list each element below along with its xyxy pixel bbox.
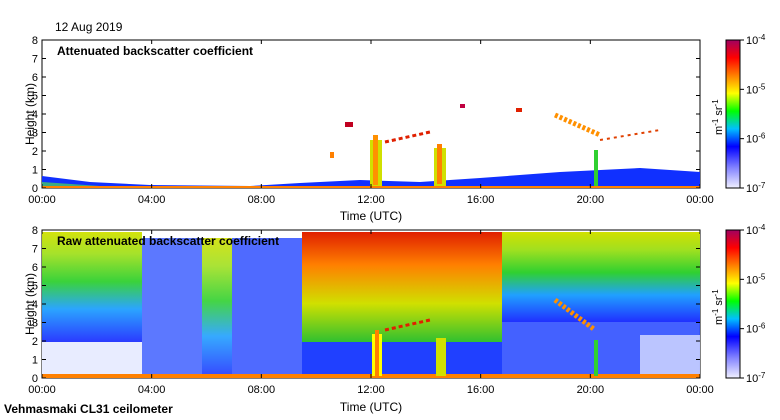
panel-attenuated: Attenuated backscatter coefficient 0 1 2 3 4… xyxy=(23,33,766,223)
y-tick-label: 3 xyxy=(32,318,38,330)
colorbar-tick-label: 10-4 xyxy=(746,33,766,47)
y-tick-label: 8 xyxy=(32,35,38,47)
y-tick-label: 6 xyxy=(32,262,38,274)
colorbar-tick-label: 10-7 xyxy=(746,181,766,195)
y-axis-2: 0 1 2 3 4 5 6 7 8 xyxy=(32,225,700,385)
panel-raw: Raw attenuated backscatter coefficient 0… xyxy=(23,223,766,414)
x-tick-label: 00:00 xyxy=(686,194,714,206)
x-axis-2: 00:00 04:00 08:00 12:00 16:00 20:00 00:00 xyxy=(28,230,714,396)
x-tick-label: 20:00 xyxy=(577,384,605,396)
colorbar-ticks-2: 10-4 10-5 10-6 10-7 xyxy=(740,223,766,385)
x-tick-label: 08:00 xyxy=(248,194,276,206)
colorbar-label-1: m-1 sr-1 xyxy=(711,99,725,135)
x-axis-label-1: Time (UTC) xyxy=(340,209,402,223)
y-tick-label: 7 xyxy=(32,244,38,256)
x-tick-label: 12:00 xyxy=(357,194,385,206)
y-tick-label: 7 xyxy=(32,54,38,66)
x-axis-label-2: Time (UTC) xyxy=(340,400,402,414)
colorbar-ticks-1: 10-4 10-5 10-6 10-7 xyxy=(740,33,766,195)
y-tick-label: 3 xyxy=(32,128,38,140)
date-label: 12 Aug 2019 xyxy=(55,20,123,34)
y-axis-label-1: Height (km) xyxy=(23,83,37,145)
colorbar-tick-label: 10-5 xyxy=(746,82,766,96)
colorbar-2 xyxy=(725,229,741,379)
y-tick-label: 6 xyxy=(32,72,38,84)
colorbar-label-2: m-1 sr-1 xyxy=(711,289,725,325)
panel-title-1: Attenuated backscatter coefficient xyxy=(57,44,253,58)
colorbar-tick-label: 10-6 xyxy=(746,132,766,146)
colorbar-1 xyxy=(725,39,741,189)
y-tick-label: 2 xyxy=(32,146,38,158)
colorbar-tick-label: 10-7 xyxy=(746,371,766,385)
y-tick-label: 4 xyxy=(32,109,38,121)
panel-title-2: Raw attenuated backscatter coefficient xyxy=(57,234,279,248)
y-tick-label: 5 xyxy=(32,91,38,103)
y-tick-label: 1 xyxy=(32,355,38,367)
x-tick-label: 04:00 xyxy=(138,384,166,396)
site-label: Vehmasmaki CL31 ceilometer xyxy=(4,402,173,416)
x-tick-label: 04:00 xyxy=(138,194,166,206)
y-tick-label: 0 xyxy=(32,373,38,385)
y-tick-label: 8 xyxy=(32,225,38,237)
y-tick-label: 4 xyxy=(32,299,38,311)
y-tick-label: 0 xyxy=(32,183,38,195)
y-tick-label: 5 xyxy=(32,281,38,293)
colorbar-tick-label: 10-6 xyxy=(746,322,766,336)
x-tick-label: 16:00 xyxy=(467,384,495,396)
y-tick-label: 2 xyxy=(32,336,38,348)
x-tick-label: 00:00 xyxy=(28,194,56,206)
x-tick-label: 12:00 xyxy=(357,384,385,396)
y-axis-label-2: Height (km) xyxy=(23,273,37,335)
colorbar-tick-label: 10-5 xyxy=(746,272,766,286)
y-tick-label: 1 xyxy=(32,165,38,177)
x-tick-label: 16:00 xyxy=(467,194,495,206)
x-axis-1: 00:00 04:00 08:00 12:00 16:00 20:00 00:00 xyxy=(28,40,714,206)
boundary-layer-1 xyxy=(42,168,700,188)
x-tick-label: 08:00 xyxy=(248,384,276,396)
x-tick-label: 20:00 xyxy=(577,194,605,206)
y-axis-1: 0 1 2 3 4 5 6 7 8 xyxy=(32,35,700,195)
cloud-features-2 xyxy=(372,298,598,376)
x-tick-label: 00:00 xyxy=(28,384,56,396)
cloud-features-1 xyxy=(330,104,661,186)
colorbar-tick-label: 10-4 xyxy=(746,223,766,237)
x-tick-label: 00:00 xyxy=(686,384,714,396)
